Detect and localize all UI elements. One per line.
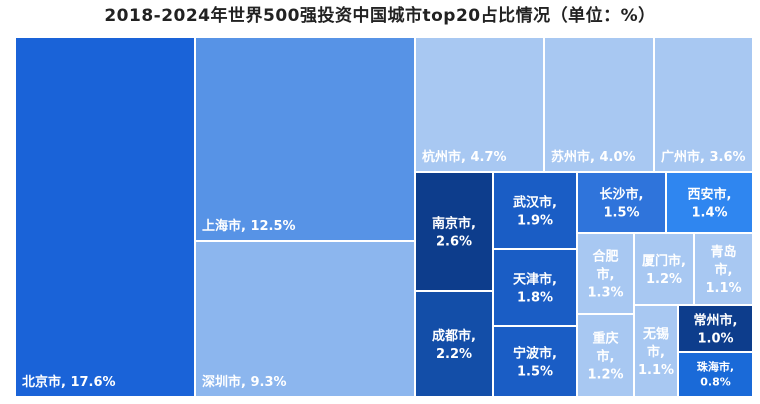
treemap-cell-label: 南京市, 2.6% [432, 216, 476, 250]
treemap-cell: 上海市, 12.5% [196, 38, 414, 240]
treemap-cell-rect [667, 173, 752, 232]
treemap-cell-label: 长沙市, 1.5% [600, 187, 644, 221]
treemap-cell: 深圳市, 9.3% [196, 242, 414, 396]
treemap-cell-rect [578, 173, 665, 232]
treemap-cell-label: 深圳市, 9.3% [202, 374, 287, 390]
treemap-cell: 无锡市, 1.1% [635, 306, 677, 396]
treemap-cell-label: 厦门市, 1.2% [642, 253, 686, 287]
treemap-cell: 常州市, 1.0% [679, 306, 752, 351]
treemap-cell: 厦门市, 1.2% [635, 234, 693, 304]
treemap-cell: 青岛市, 1.1% [695, 234, 752, 304]
treemap-cell: 杭州市, 4.7% [416, 38, 543, 171]
treemap-cell-rect [578, 234, 633, 313]
treemap-cell: 合肥市, 1.3% [578, 234, 633, 313]
treemap-cell-label: 常州市, 1.0% [694, 313, 738, 347]
treemap-cell-label: 武汉市, 1.9% [513, 195, 557, 229]
treemap-cell-rect [196, 38, 414, 240]
treemap-cell: 珠海市, 0.8% [679, 353, 752, 396]
treemap-cell-label: 上海市, 12.5% [202, 218, 296, 234]
treemap-cell: 宁波市, 1.5% [494, 327, 576, 396]
treemap-cell: 北京市, 17.6% [16, 38, 194, 396]
treemap-cell-label: 宁波市, 1.5% [513, 346, 557, 380]
treemap-cell: 天津市, 1.8% [494, 250, 576, 325]
treemap-cell-rect [494, 250, 576, 325]
treemap-cell-rect [655, 38, 752, 171]
treemap-cell: 西安市, 1.4% [667, 173, 752, 232]
treemap-cell: 南京市, 2.6% [416, 173, 492, 290]
treemap-cell-label: 广州市, 3.6% [661, 149, 746, 165]
treemap-cell: 武汉市, 1.9% [494, 173, 576, 248]
treemap-cell-label: 苏州市, 4.0% [551, 149, 636, 165]
treemap-cell-rect [635, 306, 677, 396]
treemap-cell-label: 杭州市, 4.7% [422, 149, 507, 165]
treemap-cell-label: 西安市, 1.4% [688, 187, 732, 221]
treemap-cell-label: 成都市, 2.2% [432, 328, 476, 362]
treemap-cell-rect [416, 173, 492, 290]
treemap-cell-label: 珠海市, 0.8% [697, 360, 734, 389]
treemap-cell-label: 重庆市, 1.2% [587, 331, 623, 383]
treemap-cell-label: 无锡市, 1.1% [638, 326, 674, 378]
treemap-cell-rect [16, 38, 194, 396]
treemap-cell-rect [695, 234, 752, 304]
treemap-cell-label: 青岛市, 1.1% [705, 244, 741, 296]
treemap-cell-rect [578, 315, 633, 396]
treemap-cell-rect [545, 38, 653, 171]
treemap-cell-rect [196, 242, 414, 396]
treemap-cell-label: 合肥市, 1.3% [587, 249, 623, 301]
treemap-cell-rect [494, 327, 576, 396]
chart-title: 2018-2024年世界500强投资中国城市top20占比情况（单位：%） [104, 6, 656, 26]
treemap-cell: 长沙市, 1.5% [578, 173, 665, 232]
treemap-cell-label: 天津市, 1.8% [513, 272, 557, 306]
treemap-cell-rect [635, 234, 693, 304]
treemap-cell-rect [416, 38, 543, 171]
treemap-cell-rect [679, 306, 752, 351]
treemap-cell-rect [679, 353, 752, 396]
treemap-cell: 重庆市, 1.2% [578, 315, 633, 396]
treemap-cell: 成都市, 2.2% [416, 292, 492, 396]
treemap-cell-rect [494, 173, 576, 248]
treemap-cell: 广州市, 3.6% [655, 38, 752, 171]
treemap-cell: 苏州市, 4.0% [545, 38, 653, 171]
treemap-cell-rect [416, 292, 492, 396]
treemap-cell-label: 北京市, 17.6% [22, 374, 116, 390]
